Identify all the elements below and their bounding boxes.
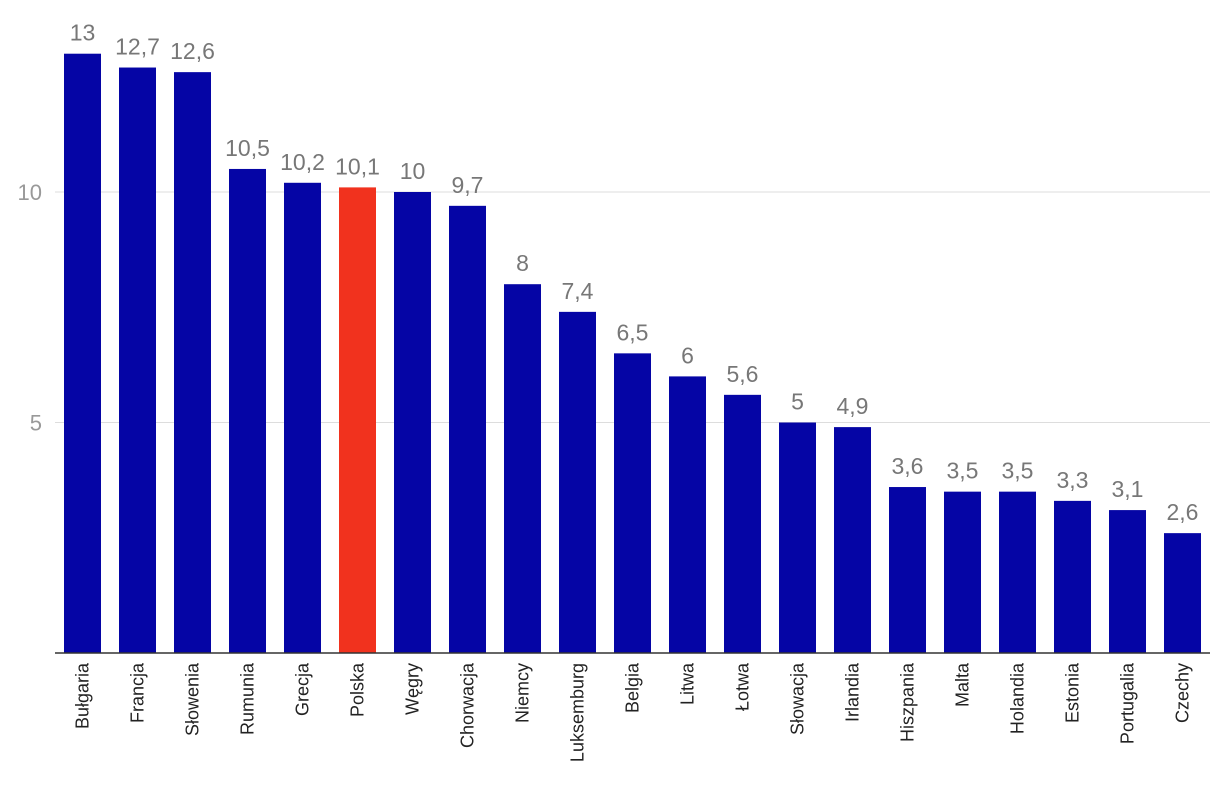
bar-16	[944, 491, 981, 653]
category-label-1: Francja	[128, 662, 148, 723]
value-label-1: 12,7	[115, 34, 160, 60]
category-label-16: Malta	[953, 662, 973, 707]
category-label-10: Belgia	[623, 662, 643, 713]
value-label-0: 13	[70, 20, 96, 46]
bar-18	[1054, 500, 1091, 653]
category-label-14: Irlandia	[843, 662, 863, 722]
bar-0	[64, 53, 101, 653]
bar-2	[174, 72, 211, 653]
category-label-layer: Bułgaria Francja Słowenia Rumunia Grecja Pols…	[73, 662, 1193, 762]
value-label-layer: 13 12,7 12,6 10,5 10,2 10,1 10 9,7 8 7,4 6,5 6 5,6 5 4…	[70, 20, 1199, 525]
value-label-15: 3,6	[892, 453, 924, 479]
value-label-10: 6,5	[617, 319, 649, 345]
value-label-5: 10,1	[335, 153, 380, 179]
value-label-12: 5,6	[727, 361, 759, 387]
bar-6	[394, 192, 431, 653]
y-tick-label-10: 10	[18, 180, 42, 205]
category-label-0: Bułgaria	[73, 662, 93, 729]
bar-layer	[64, 53, 1201, 653]
bar-9	[559, 311, 596, 653]
category-label-18: Estonia	[1063, 662, 1083, 723]
value-label-16: 3,5	[947, 458, 979, 484]
y-tick-label-5: 5	[30, 411, 42, 436]
value-label-14: 4,9	[837, 393, 869, 419]
category-label-6: Węgry	[403, 663, 423, 715]
value-label-8: 8	[516, 250, 529, 276]
bar-3	[229, 168, 266, 653]
bar-19	[1109, 510, 1146, 653]
value-label-6: 10	[400, 158, 426, 184]
bar-11	[669, 376, 706, 653]
value-label-7: 9,7	[452, 172, 484, 198]
bar-10	[614, 353, 651, 653]
category-label-19: Portugalia	[1118, 662, 1138, 744]
category-label-17: Holandia	[1008, 662, 1028, 734]
value-label-19: 3,1	[1112, 476, 1144, 502]
category-label-4: Grecja	[293, 662, 313, 716]
bar-5	[339, 187, 376, 653]
value-label-20: 2,6	[1167, 499, 1199, 525]
value-label-9: 7,4	[562, 278, 594, 304]
bar-15	[889, 487, 926, 653]
bar-14	[834, 427, 871, 653]
category-label-8: Niemcy	[513, 663, 533, 723]
category-label-5: Polska	[348, 662, 368, 717]
category-label-7: Chorwacja	[458, 662, 478, 748]
category-label-3: Rumunia	[238, 662, 258, 735]
bar-4	[284, 182, 321, 653]
bar-17	[999, 491, 1036, 653]
bar-20	[1164, 533, 1201, 653]
category-label-20: Czechy	[1173, 663, 1193, 723]
bar-12	[724, 394, 761, 653]
bar-13	[779, 422, 816, 653]
value-label-4: 10,2	[280, 149, 325, 175]
category-label-2: Słowenia	[183, 662, 203, 736]
value-label-13: 5	[791, 389, 804, 415]
category-label-9: Luksemburg	[568, 663, 588, 762]
value-label-18: 3,3	[1057, 467, 1089, 493]
value-label-3: 10,5	[225, 135, 270, 161]
value-label-2: 12,6	[170, 38, 215, 64]
value-label-17: 3,5	[1002, 458, 1034, 484]
category-label-13: Słowacja	[788, 662, 808, 735]
bar-1	[119, 67, 156, 653]
category-label-11: Litwa	[678, 662, 698, 705]
bar-7	[449, 205, 486, 653]
category-label-15: Hiszpania	[898, 662, 918, 742]
value-label-11: 6	[681, 342, 694, 368]
bar-8	[504, 284, 541, 653]
category-label-12: Łotwa	[733, 662, 753, 711]
